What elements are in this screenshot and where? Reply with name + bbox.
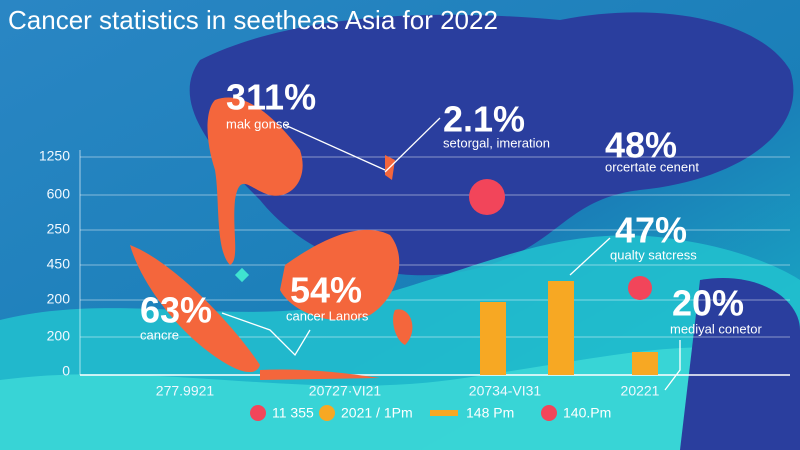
dark-blob [680, 278, 800, 450]
callout-label: mediyal conetor [670, 321, 762, 336]
legend-swatch [430, 410, 458, 416]
y-axis-label: 1250 [39, 148, 70, 164]
callout-value: 48% [605, 125, 677, 166]
map-region [130, 245, 260, 373]
y-axis-label: 450 [47, 256, 71, 272]
legend-label: 2021 / 1Pm [341, 405, 413, 421]
bars [480, 281, 658, 375]
legend-label: 140.Pm [563, 405, 611, 421]
bar [480, 302, 506, 375]
legend-swatch [541, 405, 557, 421]
callout-value: 311% [226, 77, 316, 118]
map-region [393, 309, 413, 345]
y-axis-label: 600 [47, 186, 71, 202]
connectors [221, 117, 681, 391]
legend-swatch [319, 405, 335, 421]
callout-label: mak gonse [226, 116, 290, 131]
legend-label: 148 Pm [466, 405, 514, 421]
callout-label: orcertate cenent [605, 159, 699, 174]
connector [384, 117, 441, 173]
connector [221, 312, 311, 357]
y-axis-label: 200 [47, 291, 71, 307]
y-axis-label: 0 [62, 363, 70, 379]
x-axis-label: 20221 [621, 383, 660, 399]
callout-label: setorgal, imeration [443, 135, 550, 150]
map-region [207, 97, 303, 265]
callout-value: 2.1% [443, 99, 525, 140]
map [130, 97, 652, 380]
callout-value: 47% [615, 210, 687, 251]
connector [284, 124, 386, 171]
y-axis-labels: 1250 600 250 450 200 200 0 [39, 148, 70, 379]
map-region [260, 369, 380, 380]
callouts: 311% mak gonse 2.1% setorgal, imeration … [140, 77, 762, 343]
dot [628, 276, 652, 300]
y-axis-label: 200 [47, 328, 71, 344]
x-axis-labels: 277.9921 20727·VI21 20734-VI31 20221 [156, 383, 660, 399]
diamond [234, 267, 250, 283]
legend-swatch [250, 405, 266, 421]
legend-label: 11 355 [272, 405, 314, 421]
wave [0, 347, 800, 450]
bar [548, 281, 574, 375]
map-region [280, 229, 400, 321]
legend: 11 355 2021 / 1Pm 148 Pm 140.Pm [250, 405, 611, 421]
callout-label: cancer Lanors [286, 308, 369, 323]
dark-blob [189, 12, 794, 276]
title: Cancer statistics in seetheas Asia for 2… [8, 5, 498, 35]
y-axis-label: 250 [47, 221, 71, 237]
x-axis-label: 20727·VI21 [309, 383, 382, 399]
dot [469, 179, 505, 215]
callout-value: 20% [672, 283, 744, 324]
bar [632, 352, 658, 375]
x-axis-label: 277.9921 [156, 383, 215, 399]
connector [664, 340, 681, 391]
callout-value: 63% [140, 290, 212, 331]
callout-label: cancre [140, 327, 179, 342]
connector [569, 237, 611, 276]
x-axis-label: 20734-VI31 [469, 383, 542, 399]
callout-label: qualty satcress [610, 247, 697, 262]
callout-value: 54% [290, 270, 362, 311]
